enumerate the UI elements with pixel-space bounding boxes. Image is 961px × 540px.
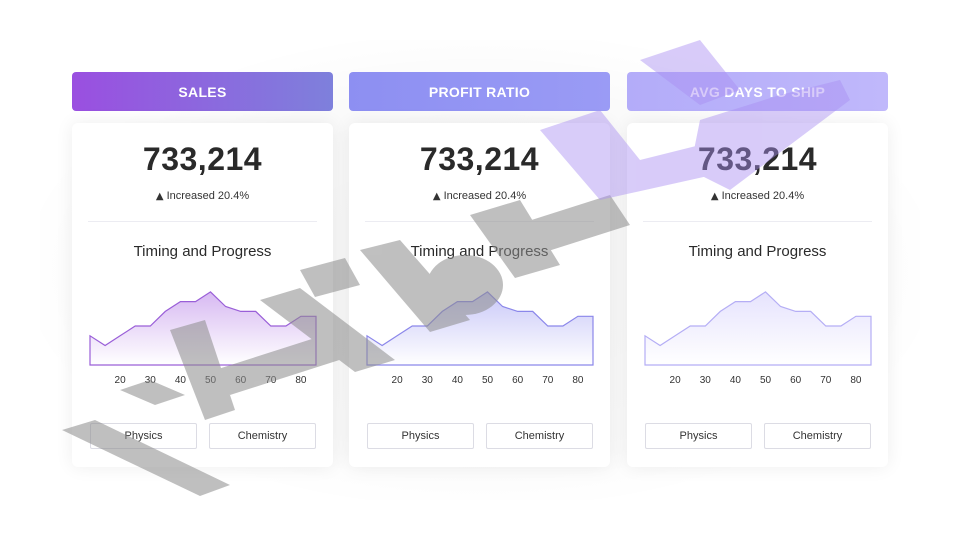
area-chart: 20 30 40 50 60 70 80 [644,291,872,386]
up-arrow-icon: ▲ [432,191,441,202]
x-tick-label: 80 [295,375,307,386]
divider [88,221,317,222]
x-tick-label: 70 [265,375,277,386]
x-tick-label: 60 [235,375,247,386]
kpi-change: ▲ Increased 20.4% [627,190,888,202]
area-series [366,291,594,366]
chemistry-button[interactable]: Chemistry [209,423,316,449]
kpi-header: SALES [72,72,333,111]
chart-title: Timing and Progress [688,243,827,260]
x-tick-label: 20 [670,375,682,386]
kpi-change-label: Increased 20.4% [443,190,527,202]
x-tick-label: 80 [572,375,584,386]
x-tick-label: 40 [452,375,464,386]
button-group: Physics Chemistry [90,423,316,451]
kpi-value: 733,214 [697,141,818,177]
x-tick-label: 40 [175,375,187,386]
kpi-header: AVG DAYS TO SHIP [627,72,888,111]
x-tick-label: 60 [512,375,524,386]
x-tick-label: 80 [850,375,862,386]
kpi-card: 733,214 ▲ Increased 20.4% Timing and Prog… [349,123,610,467]
chemistry-button[interactable]: Chemistry [764,423,871,449]
button-group: Physics Chemistry [367,423,593,451]
x-tick-label: 20 [115,375,127,386]
kpi-card: 733,214 ▲ Increased 20.4% Timing and Prog… [72,123,333,467]
kpi-change: ▲ Increased 20.4% [72,190,333,202]
chart-title: Timing and Progress [410,243,549,260]
kpi-header: PROFIT RATIO [349,72,610,111]
kpi-column-profit-ratio: PROFIT RATIO 733,214 ▲ Increased 20.4% Ti… [349,72,610,467]
x-tick-label: 50 [482,375,494,386]
kpi-header-label: SALES [178,83,227,100]
x-tick-label: 60 [790,375,802,386]
kpi-header-label: AVG DAYS TO SHIP [689,83,826,100]
x-tick-label: 30 [422,375,434,386]
area-series [89,291,317,366]
x-tick-label: 30 [145,375,157,386]
area-chart: 20 30 40 50 60 70 80 [89,291,317,386]
x-tick-label: 20 [392,375,404,386]
kpi-value: 733,214 [419,141,540,177]
divider [365,221,594,222]
kpi-column-avg-days-to-ship: AVG DAYS TO SHIP 733,214 ▲ Increased 20.4… [627,72,888,467]
kpi-change-label: Increased 20.4% [721,190,805,202]
area-chart: 20 30 40 50 60 70 80 [366,291,594,386]
x-tick-label: 40 [730,375,742,386]
kpi-value: 733,214 [142,141,263,177]
button-group: Physics Chemistry [645,423,871,451]
x-tick-label: 70 [820,375,832,386]
chemistry-button[interactable]: Chemistry [486,423,593,449]
kpi-card: 733,214 ▲ Increased 20.4% Timing and Prog… [627,123,888,467]
divider [643,221,872,222]
x-tick-label: 50 [760,375,772,386]
physics-button[interactable]: Physics [645,423,752,449]
physics-button[interactable]: Physics [367,423,474,449]
up-arrow-icon: ▲ [155,191,164,202]
kpi-change: ▲ Increased 20.4% [349,190,610,202]
area-series [644,291,872,366]
chart-title: Timing and Progress [133,243,272,260]
physics-button[interactable]: Physics [90,423,197,449]
kpi-change-label: Increased 20.4% [166,190,250,202]
x-tick-label: 30 [700,375,712,386]
x-tick-label: 70 [542,375,554,386]
x-tick-label: 50 [205,375,217,386]
up-arrow-icon: ▲ [710,191,719,202]
kpi-column-sales: SALES 733,214 ▲ Increased 20.4% Timing an… [72,72,333,467]
kpi-header-label: PROFIT RATIO [428,83,531,100]
